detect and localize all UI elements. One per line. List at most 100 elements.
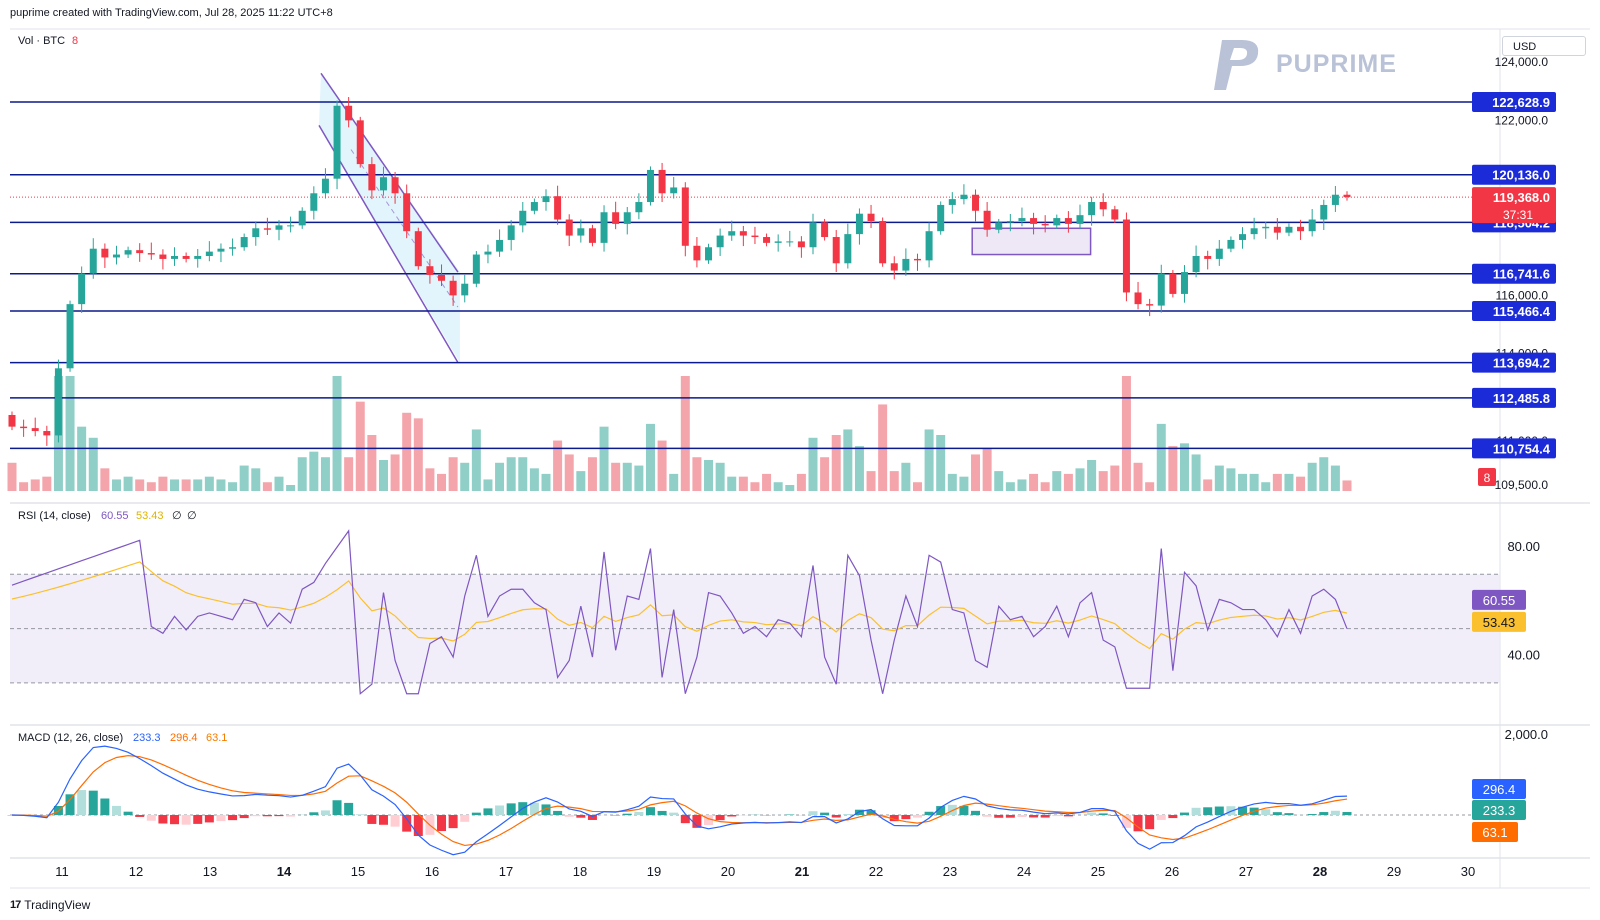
- volume-bar: [645, 423, 655, 491]
- currency-select[interactable]: USD: [1502, 36, 1586, 56]
- candle-body: [600, 212, 608, 243]
- candle-body: [612, 212, 620, 224]
- macd-histogram-bar: [1156, 815, 1166, 820]
- volume-bar: [1029, 473, 1039, 491]
- candle-body: [171, 255, 179, 259]
- volume-bar: [286, 485, 296, 491]
- macd-histogram-bar: [553, 810, 563, 815]
- candle-body: [333, 105, 341, 179]
- candle-body: [252, 228, 260, 238]
- macd-histogram-bar: [692, 815, 702, 828]
- rsi-ma-last-bg: [1472, 611, 1526, 632]
- channel-fill: [319, 73, 460, 363]
- volume-bar: [30, 479, 40, 491]
- price-tick-5: 109,500.0: [1495, 478, 1549, 492]
- level-label-4: 115,466.4: [1493, 304, 1551, 319]
- volume-bar: [413, 418, 423, 491]
- candle-body: [321, 178, 329, 194]
- time-label-11: 11: [55, 864, 69, 879]
- macd-histogram-bar: [1052, 815, 1062, 817]
- volume-bar: [460, 462, 470, 491]
- volume-bar: [680, 376, 690, 491]
- candle-body: [1146, 304, 1154, 306]
- macd-histogram-bar: [1121, 815, 1131, 828]
- macd-histogram-bar: [204, 815, 214, 823]
- volume-bar: [518, 457, 528, 491]
- macd-histogram-bar: [320, 810, 330, 815]
- macd-histogram-bar: [1040, 815, 1050, 818]
- macd-histogram-bar: [158, 815, 168, 824]
- macd-histogram-bar: [1063, 815, 1073, 817]
- volume-bar: [762, 473, 772, 491]
- candle-body: [1134, 292, 1142, 305]
- candle-body: [275, 225, 283, 230]
- candle-body: [763, 237, 771, 243]
- volume-bar: [901, 462, 911, 491]
- candle-body: [8, 414, 16, 427]
- volume-bar: [1342, 480, 1352, 491]
- candle-body: [1273, 226, 1281, 233]
- candle-body: [635, 202, 643, 213]
- macd-histogram-bar: [634, 811, 644, 815]
- macd-histogram-bar: [1029, 815, 1039, 818]
- macd-histogram-bar: [1110, 815, 1120, 816]
- volume-bar: [42, 476, 52, 491]
- volume-bar: [320, 457, 330, 491]
- time-label-13: 13: [203, 864, 217, 879]
- bar-countdown: 37:31: [1503, 208, 1533, 222]
- level-label-bg-7: [1472, 438, 1556, 459]
- macd-histogram-bar: [1284, 813, 1294, 815]
- candle-body: [705, 247, 713, 261]
- macd-histogram-bar: [1168, 815, 1178, 819]
- macd-histogram-bar: [1330, 810, 1340, 815]
- macd-histogram-bar: [1238, 806, 1248, 815]
- candle-body: [1343, 194, 1351, 198]
- volume-bar: [587, 457, 597, 491]
- volume-bar: [738, 476, 748, 491]
- candle-body: [136, 250, 144, 254]
- level-label-1: 120,136.0: [1492, 168, 1550, 183]
- volume-bar: [1249, 473, 1259, 491]
- volume-bar: [553, 440, 563, 491]
- rsi-last-bg: [1472, 589, 1526, 610]
- candle-body: [438, 274, 446, 281]
- candle-body: [658, 169, 666, 194]
- volume-bar: [1179, 443, 1189, 491]
- candle-body: [1297, 226, 1305, 232]
- candle-body: [890, 263, 898, 271]
- candle-body: [1285, 226, 1293, 233]
- macd-histogram-bar: [1191, 807, 1201, 815]
- volume-bar: [262, 482, 272, 491]
- volume-bar: [158, 476, 168, 491]
- puprime-watermark: PUPRIME: [1208, 36, 1397, 92]
- macd-histogram-bar: [843, 814, 853, 815]
- volume-bar: [750, 482, 760, 491]
- macd-histogram-bar: [471, 812, 481, 815]
- candle-body: [414, 231, 422, 267]
- volume-bar: [727, 476, 737, 491]
- level-label-bg-0: [1472, 91, 1556, 112]
- macd-histogram-bar: [982, 815, 992, 817]
- candle-body: [379, 177, 387, 191]
- macd-histogram-bar: [111, 805, 121, 815]
- candle-body: [472, 254, 480, 284]
- volume-bar: [483, 479, 493, 491]
- macd-histogram-bar: [332, 800, 342, 815]
- time-label-22: 22: [869, 864, 883, 879]
- volume-bar: [332, 376, 342, 491]
- candle-body: [263, 228, 271, 230]
- volume-bar: [390, 454, 400, 491]
- tradingview-logo-icon: 17: [10, 899, 21, 911]
- volume-bar: [216, 479, 226, 491]
- candle-body: [112, 254, 120, 258]
- candle-body: [937, 204, 945, 232]
- time-label-19: 19: [647, 864, 661, 879]
- macd-legend-value: 233.3: [133, 732, 161, 744]
- candle-body: [484, 251, 492, 255]
- tradingview-brand[interactable]: 17 TradingView: [10, 898, 90, 912]
- candle-body: [565, 219, 573, 236]
- volume-bar: [564, 454, 574, 491]
- candle-body: [1262, 226, 1270, 229]
- candle-body: [542, 196, 550, 203]
